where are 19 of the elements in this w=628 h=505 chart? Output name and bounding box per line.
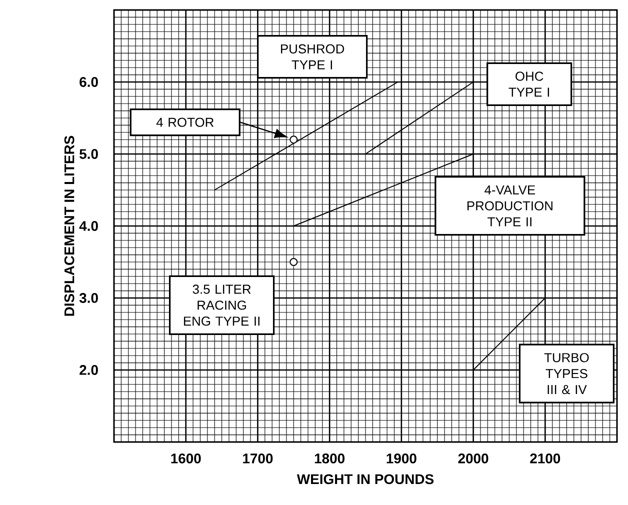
x-tick-label: 2000 bbox=[458, 454, 488, 464]
x-axis-title: WEIGHT IN POUNDS bbox=[296, 474, 434, 484]
y-tick-label: 5.0 bbox=[80, 149, 98, 159]
legend-label: 4 ROTOR bbox=[156, 118, 214, 127]
x-tick-label: 1900 bbox=[386, 454, 416, 464]
x-tick-label: 2100 bbox=[530, 454, 560, 464]
y-tick-label: 4.0 bbox=[79, 221, 98, 231]
y-tick-label: 2.0 bbox=[80, 365, 98, 375]
text: 3.5 LITER RACING ENG TYPE II bbox=[184, 284, 260, 326]
text: TURBO TYPES III & IV bbox=[544, 353, 589, 394]
text: 4-VALVE PRODUCTION TYPE II bbox=[467, 185, 552, 226]
text: PUSHROD TYPE I bbox=[281, 44, 344, 70]
y-axis-title: DISPLACEMENT IN LITERS bbox=[64, 136, 74, 316]
text: OHC TYPE I bbox=[508, 72, 550, 97]
y-tick-label: 3.0 bbox=[79, 293, 98, 303]
y-tick-label: 6.0 bbox=[80, 77, 98, 87]
x-tick-label: 1800 bbox=[314, 454, 345, 464]
x-tick-label: 1600 bbox=[171, 454, 201, 464]
x-tick-label: 1700 bbox=[243, 454, 273, 464]
